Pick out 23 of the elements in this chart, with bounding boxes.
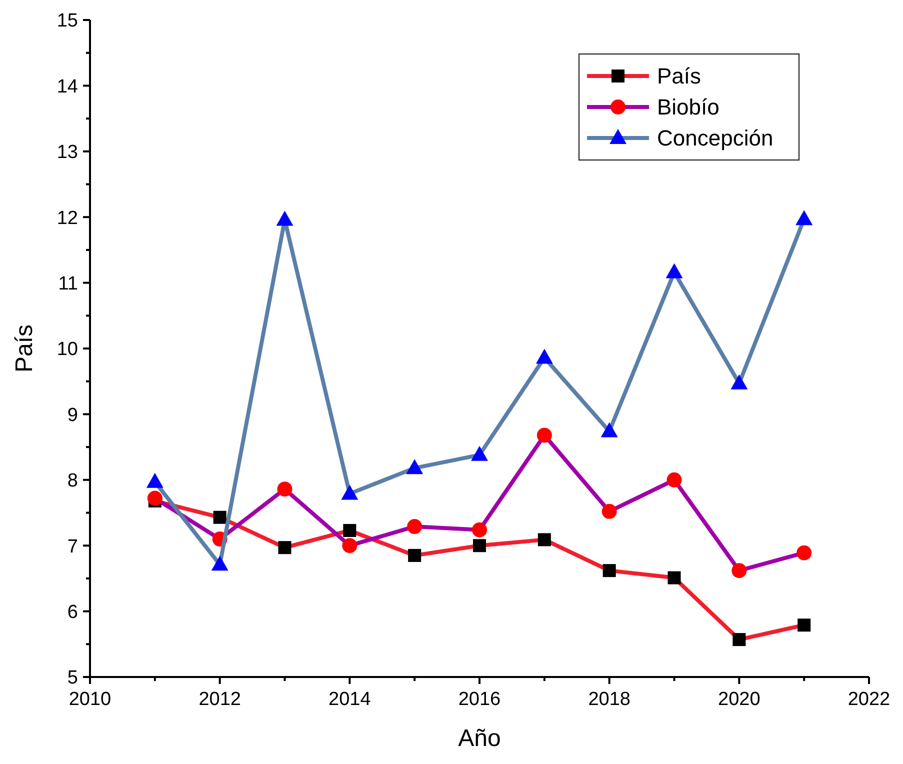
y-tick-label: 9 — [67, 404, 78, 426]
x-tick-label: 2018 — [588, 689, 630, 710]
x-tick-label: 2016 — [458, 689, 501, 710]
y-tick-label: 14 — [56, 76, 78, 98]
y-tick-label: 8 — [67, 470, 78, 492]
y-tick-label: 10 — [56, 339, 78, 360]
legend-label: País — [657, 64, 702, 89]
x-tick-label: 2010 — [68, 689, 112, 710]
y-axis-title: País — [11, 324, 38, 373]
y-tick-label: 5 — [67, 668, 78, 689]
y-tick-label: 13 — [56, 142, 78, 164]
x-axis-title: Año — [458, 725, 501, 752]
legend-label: Biobío — [657, 94, 720, 120]
x-tick-label: 2020 — [718, 689, 760, 710]
x-tick-label: 2022 — [848, 689, 890, 710]
x-tick-label: 2012 — [198, 689, 241, 710]
y-tick-label: 12 — [56, 208, 78, 229]
x-tick-label: 2014 — [328, 689, 372, 710]
y-tick-label: 7 — [67, 536, 78, 558]
y-tick-label: 11 — [58, 273, 78, 294]
y-tick-label: 15 — [56, 10, 78, 32]
legend-label: Concepción — [657, 126, 774, 151]
y-tick-label: 6 — [67, 602, 78, 623]
